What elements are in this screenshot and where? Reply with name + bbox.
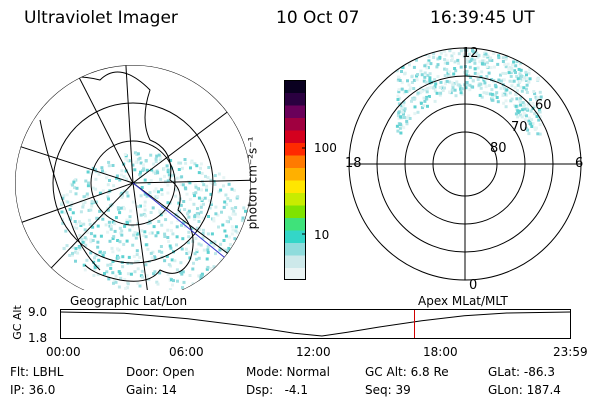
- instrument-title: Ultraviolet Imager: [24, 8, 178, 28]
- time-label: 16:39:45 UT: [430, 8, 535, 28]
- geo-lat-circle-inner: [90, 140, 176, 226]
- colorbar: [284, 80, 306, 280]
- colorbar-swatch: [284, 242, 306, 256]
- mlt-label-6: 6: [575, 156, 584, 171]
- colorbar-label: photon cm⁻²s⁻¹: [245, 136, 260, 230]
- timeline-frame: [60, 309, 571, 339]
- colorbar-swatch: [284, 105, 306, 118]
- footer-gc-alt: GC Alt: 6.8 Re: [365, 365, 449, 379]
- mlat-label-70: 70: [511, 120, 528, 135]
- colorbar-swatch: [284, 205, 306, 218]
- colorbar-swatch: [284, 267, 306, 280]
- timeline-xtick-1200: 12:00: [296, 345, 331, 359]
- colorbar-swatch: [284, 80, 306, 93]
- mlt-label-12: 12: [462, 46, 479, 61]
- mlt-label-18: 18: [345, 156, 362, 171]
- colorbar-swatch: [284, 192, 306, 206]
- colorbar-swatch: [284, 217, 306, 231]
- mlat-label-80: 80: [490, 141, 507, 156]
- orbit-altitude-line: [60, 311, 571, 337]
- geographic-map: [15, 65, 251, 290]
- mlt-label-0: 0: [469, 278, 478, 293]
- colorbar-swatch: [284, 92, 306, 106]
- geo-meridian: [59, 65, 134, 184]
- footer-dsp: Dsp: -4.1: [246, 383, 309, 397]
- date-label: 10 Oct 07: [276, 8, 360, 28]
- geo-coastline: [19, 71, 194, 282]
- timeline-ytick-1-8: 1.8: [28, 331, 48, 345]
- footer-door: Door: Open: [126, 365, 195, 379]
- colorbar-swatch: [284, 180, 306, 193]
- footer-filter: Flt: LBHL: [10, 365, 64, 379]
- footer-mode: Mode: Normal: [246, 365, 330, 379]
- geo-map-title: Geographic Lat/Lon: [70, 294, 188, 308]
- colorbar-swatch: [284, 230, 306, 243]
- footer-glat: GLat: -86.3: [488, 365, 555, 379]
- timeline-ylabel: GC Alt: [10, 305, 24, 340]
- colorbar-swatch: [284, 130, 306, 143]
- footer-glon: GLon: 187.4: [488, 383, 561, 397]
- mlat-label-60: 60: [535, 98, 552, 113]
- altitude-timeline: [60, 309, 571, 339]
- colorbar-frame: [284, 80, 306, 280]
- geo-aurora-pixels: [60, 151, 247, 290]
- colorbar-swatch: [284, 117, 306, 131]
- colorbar-tick-10: 10: [314, 228, 330, 242]
- colorbar-tick-100: 100: [314, 141, 337, 155]
- colorbar-swatch: [284, 255, 306, 268]
- timeline-ytick-9: 9.0: [28, 305, 48, 319]
- footer-ip: IP: 36.0: [10, 383, 56, 397]
- colorbar-swatch: [284, 167, 306, 181]
- geo-lat-circle-outer: [52, 102, 214, 264]
- colorbar-swatch: [284, 142, 306, 156]
- geo-noon-line: [132, 182, 241, 271]
- timeline-xtick-2359: 23:59: [553, 345, 588, 359]
- timeline-xtick-1800: 18:00: [423, 345, 458, 359]
- footer-gain: Gain: 14: [126, 383, 177, 397]
- timeline-xtick-0600: 06:00: [169, 345, 204, 359]
- footer-seq: Seq: 39: [365, 383, 411, 397]
- magnetic-map: [348, 47, 582, 281]
- colorbar-swatch: [284, 155, 306, 168]
- timeline-xtick-0000: 00:00: [46, 345, 81, 359]
- mag-map-title: Apex MLat/MLT: [418, 294, 508, 308]
